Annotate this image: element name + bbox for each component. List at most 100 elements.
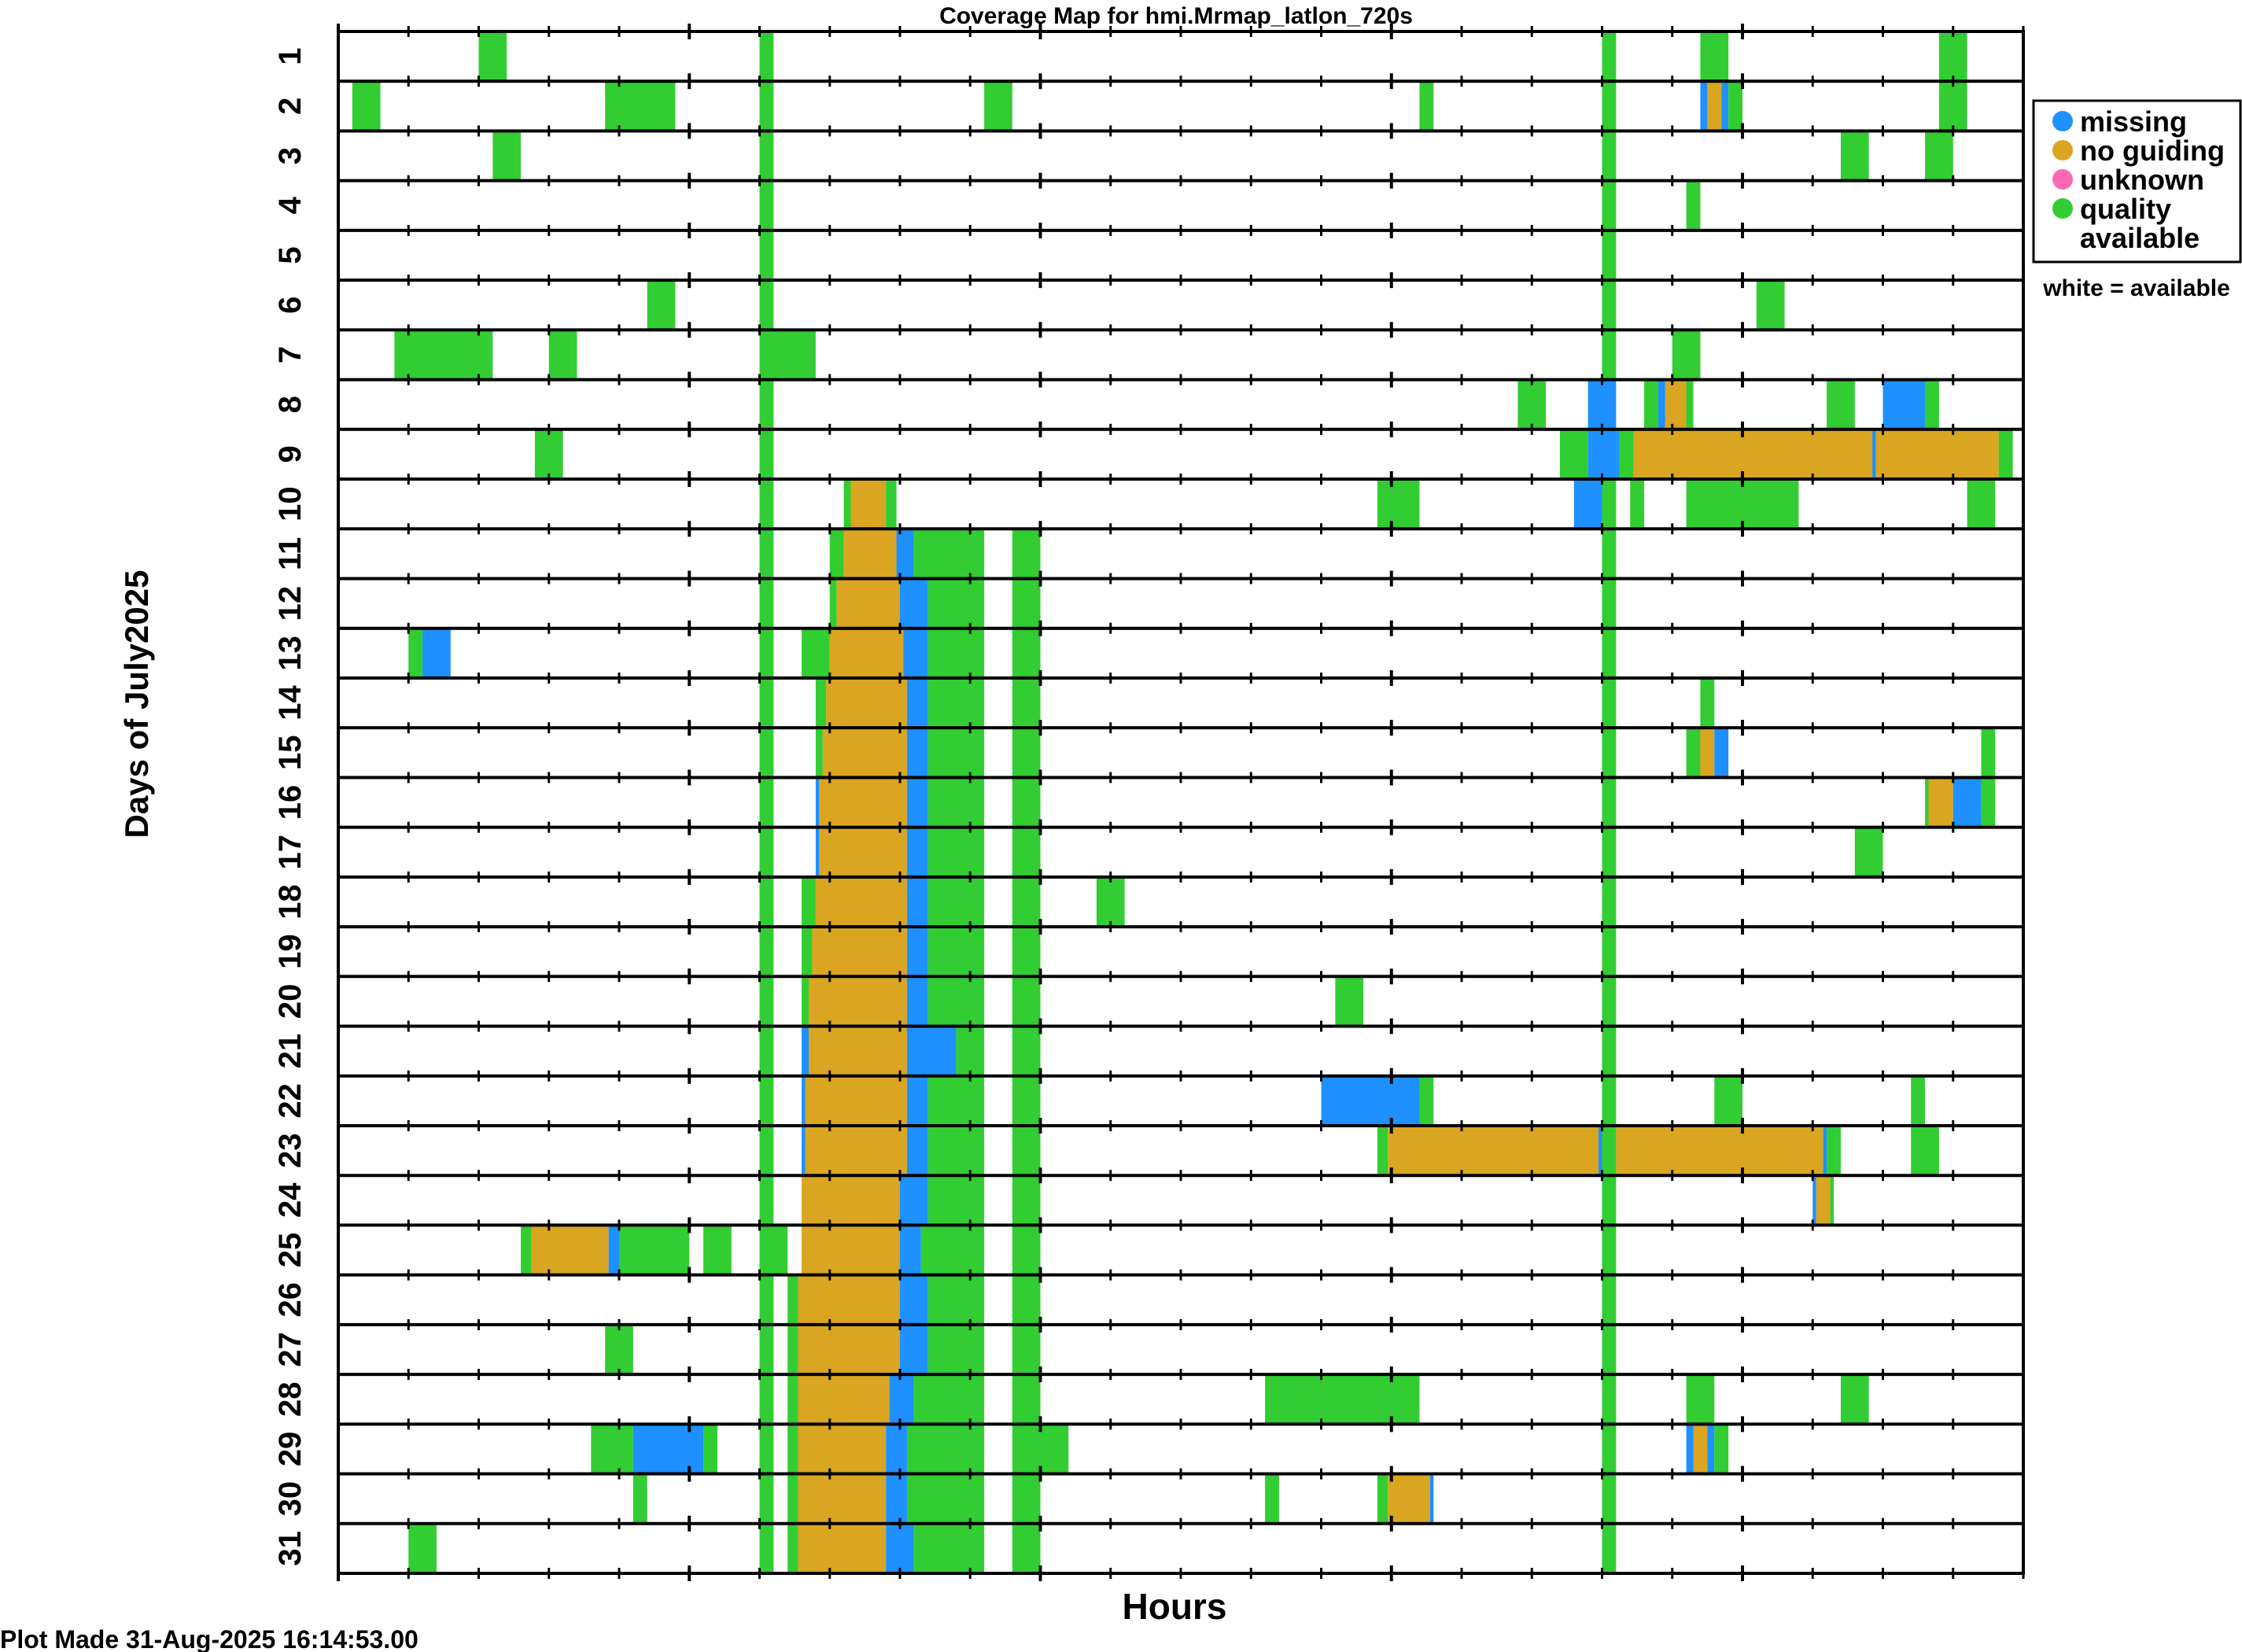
segment-missing-day-17 xyxy=(815,827,820,877)
segment-quality-day-6 xyxy=(759,280,774,330)
segment-quality-day-13 xyxy=(1602,628,1617,678)
segment-noguide-day-10 xyxy=(850,479,887,529)
segment-quality-day-27 xyxy=(927,1324,985,1375)
segment-missing-day-23 xyxy=(1823,1125,1827,1176)
segment-quality-day-22 xyxy=(1714,1075,1742,1126)
segment-quality-day-26 xyxy=(1012,1274,1041,1325)
segment-quality-day-3 xyxy=(1925,131,1953,181)
segment-quality-day-8 xyxy=(1644,379,1658,430)
segment-quality-day-15 xyxy=(815,728,823,778)
segment-quality-day-16 xyxy=(1602,777,1617,828)
segment-quality-day-20 xyxy=(759,976,774,1027)
segment-missing-day-28 xyxy=(889,1374,914,1425)
segment-missing-day-25 xyxy=(608,1225,619,1275)
segment-quality-day-28 xyxy=(1265,1374,1420,1425)
segment-missing-day-24 xyxy=(1812,1175,1816,1226)
segment-quality-day-20 xyxy=(1012,976,1041,1027)
segment-quality-day-2 xyxy=(984,81,1012,131)
segment-quality-day-29 xyxy=(703,1424,717,1474)
segment-noguide-day-17 xyxy=(819,827,907,877)
day-label-4: 4 xyxy=(273,196,308,214)
segment-noguide-day-12 xyxy=(836,578,900,629)
segment-quality-day-29 xyxy=(787,1424,798,1474)
segment-quality-day-24 xyxy=(1830,1175,1835,1226)
segment-quality-day-1 xyxy=(1602,31,1617,82)
segment-missing-day-16 xyxy=(1953,777,1982,828)
day-label-10: 10 xyxy=(273,486,308,522)
segment-quality-day-1 xyxy=(1700,31,1729,82)
segment-quality-day-9 xyxy=(1619,429,1634,480)
segment-quality-day-7 xyxy=(1672,330,1701,380)
day-label-19: 19 xyxy=(273,934,308,969)
segment-quality-day-6 xyxy=(647,280,676,330)
white-available-note: white = available xyxy=(2042,275,2230,301)
day-label-12: 12 xyxy=(273,586,308,621)
segment-quality-day-18 xyxy=(802,876,816,927)
segment-quality-day-14 xyxy=(927,677,985,728)
segment-noguide-day-11 xyxy=(843,529,897,579)
segment-quality-day-29 xyxy=(1714,1424,1729,1474)
segment-quality-day-22 xyxy=(1419,1075,1434,1126)
segment-quality-day-23 xyxy=(1602,1125,1617,1176)
segment-quality-day-30 xyxy=(906,1473,985,1524)
segment-noguide-day-23 xyxy=(1616,1125,1823,1176)
segment-quality-day-7 xyxy=(759,330,816,380)
segment-quality-day-18 xyxy=(1096,876,1125,927)
segment-noguide-day-26 xyxy=(798,1274,900,1325)
segment-quality-day-4 xyxy=(1602,180,1617,230)
segment-quality-day-24 xyxy=(759,1175,774,1226)
segment-quality-day-20 xyxy=(927,976,985,1027)
segment-quality-day-7 xyxy=(548,330,577,380)
segment-quality-day-28 xyxy=(759,1374,774,1425)
segment-quality-day-9 xyxy=(1998,429,2013,480)
x-axis-label: Hours xyxy=(1123,1586,1227,1627)
segment-quality-day-23 xyxy=(759,1125,774,1176)
segment-noguide-day-27 xyxy=(798,1324,900,1375)
segment-quality-day-16 xyxy=(1012,777,1041,828)
segment-quality-day-6 xyxy=(1602,280,1617,330)
segment-missing-day-8 xyxy=(1882,379,1926,430)
segment-missing-day-2 xyxy=(1721,81,1729,131)
segment-quality-day-2 xyxy=(1602,81,1617,131)
segment-quality-day-2 xyxy=(1419,81,1434,131)
day-label-18: 18 xyxy=(273,884,308,920)
chart-title: Coverage Map for hmi.Mrmap_latlon_720s xyxy=(939,3,1413,29)
day-label-23: 23 xyxy=(273,1133,308,1168)
segment-missing-day-9 xyxy=(1616,429,1620,480)
segment-noguide-day-23 xyxy=(805,1125,907,1176)
day-label-1: 1 xyxy=(273,47,308,65)
segment-missing-day-12 xyxy=(900,578,928,629)
segment-quality-day-10 xyxy=(759,479,774,529)
day-label-26: 26 xyxy=(273,1282,308,1318)
segment-quality-day-31 xyxy=(787,1523,798,1573)
legend-label2-quality: available xyxy=(2080,222,2200,254)
segment-missing-day-31 xyxy=(886,1523,914,1573)
segment-quality-day-3 xyxy=(759,131,774,181)
segment-noguide-day-9 xyxy=(1633,429,1873,480)
segment-missing-day-18 xyxy=(906,876,928,927)
day-label-9: 9 xyxy=(273,445,308,463)
segment-quality-day-14 xyxy=(1012,677,1041,728)
segment-quality-day-10 xyxy=(1630,479,1645,529)
segment-quality-day-8 xyxy=(1686,379,1694,430)
segment-quality-day-24 xyxy=(1012,1175,1041,1226)
segment-missing-day-23 xyxy=(1599,1125,1602,1176)
segment-quality-day-31 xyxy=(1602,1523,1617,1573)
segment-quality-day-1 xyxy=(1938,31,1967,82)
segment-quality-day-10 xyxy=(1686,479,1799,529)
legend-dot-unknown xyxy=(2052,169,2073,190)
segment-quality-day-8 xyxy=(759,379,774,430)
segment-missing-day-29 xyxy=(632,1424,704,1474)
segment-noguide-day-22 xyxy=(805,1075,907,1126)
legend-dot-missing xyxy=(2052,111,2073,131)
segment-noguide-day-25 xyxy=(802,1225,900,1275)
segment-quality-day-15 xyxy=(1602,728,1617,778)
segment-quality-day-26 xyxy=(927,1274,985,1325)
segment-quality-day-10 xyxy=(1967,479,1996,529)
segment-quality-day-11 xyxy=(913,529,985,579)
segment-noguide-day-16 xyxy=(819,777,907,828)
segment-missing-day-21 xyxy=(802,1026,809,1076)
segment-quality-day-3 xyxy=(1602,131,1617,181)
segment-quality-day-12 xyxy=(759,578,774,629)
segment-noguide-day-14 xyxy=(826,677,907,728)
